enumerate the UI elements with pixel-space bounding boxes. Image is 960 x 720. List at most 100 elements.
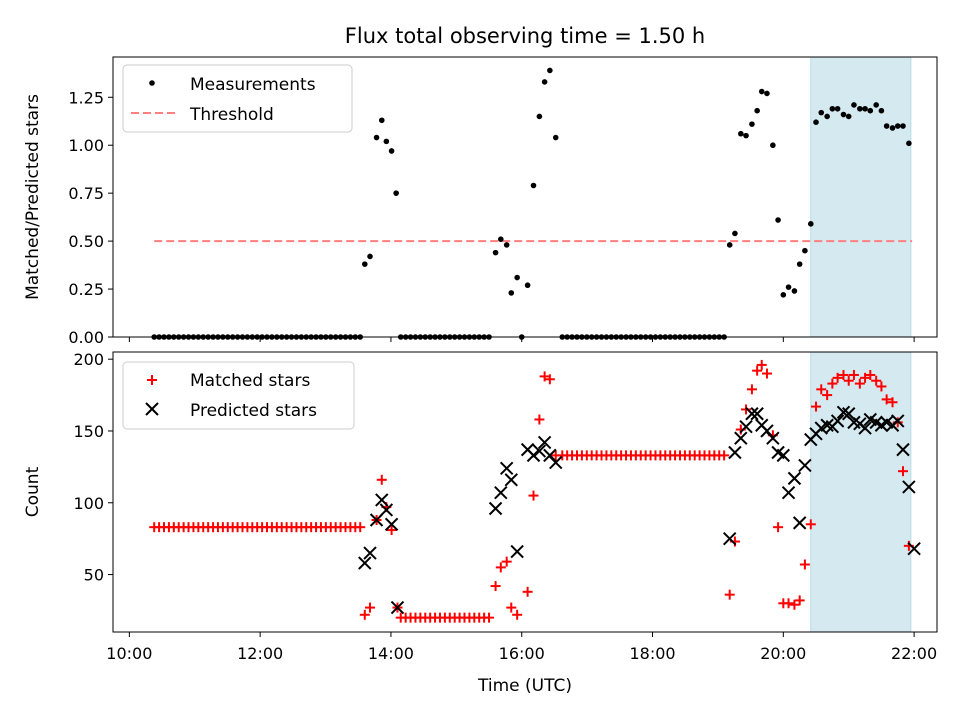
predicted-stars-point [526, 448, 541, 463]
matched-stars-point [501, 556, 512, 567]
measurements-point [393, 190, 399, 196]
measurements-point [780, 292, 787, 298]
bottom-legend-box [122, 361, 355, 430]
matched-stars-point [756, 359, 767, 370]
measurements-point [889, 125, 896, 131]
predicted-stars-point [766, 431, 780, 445]
measurements-point [878, 107, 885, 114]
measurements-point [726, 242, 733, 248]
matched-stars-point [484, 612, 495, 623]
measurements-point [775, 217, 781, 223]
measurements-point [873, 102, 879, 108]
matched-stars-point [827, 378, 838, 389]
measurements-point [743, 132, 749, 139]
legend-measurements: Measurements [190, 75, 316, 95]
measurements-point [498, 236, 504, 242]
predicted-stars-point [384, 517, 399, 532]
measurements-point [883, 123, 890, 129]
measurements-point [840, 111, 847, 118]
matched-stars-point [512, 609, 523, 620]
predicted-stars-point [787, 471, 802, 486]
bottom-panel: 50 100 150 200 10:00 12:00 14:00 16:00 18:00 20:… [23, 350, 938, 696]
matched-stars-point [376, 474, 387, 485]
matched-stars-point [724, 589, 735, 600]
matched-stars-point [522, 586, 533, 597]
measurements-point [845, 113, 852, 120]
predicted-stars-point [745, 407, 759, 421]
matched-stars-point [355, 522, 366, 533]
highlight-span [810, 56, 912, 338]
measurements-point [749, 121, 755, 127]
top-legend[interactable]: Measurements Threshold [122, 64, 353, 133]
bottom-y-axis-label: Count [23, 466, 43, 517]
measurements-point [791, 288, 798, 294]
predicted-stars-point [390, 600, 405, 615]
measurements-point [732, 230, 738, 237]
y-tick-label: 0.75 [68, 184, 104, 203]
matched-stars-point [794, 595, 805, 606]
measurements-point [813, 119, 819, 126]
measurements-point [867, 107, 874, 114]
measurements-point [383, 138, 390, 145]
matched-stars-point [534, 414, 545, 425]
measurements-point [503, 242, 510, 248]
predicted-stars-point [488, 501, 503, 516]
measurements-point [378, 117, 385, 124]
x-tick-label: 22:00 [891, 644, 937, 663]
measurements-legend-marker [149, 80, 155, 86]
matched-stars-point [789, 599, 800, 610]
predicted-stars-point [750, 407, 764, 421]
measurements-point [373, 134, 380, 141]
matched-stars-point [881, 394, 892, 405]
top-panel-frame [112, 56, 938, 338]
measurements-point [802, 247, 808, 254]
y-tick-label: 50 [84, 566, 104, 585]
matched-stars-point [865, 369, 876, 380]
measurements-point [857, 105, 863, 112]
matched-stars-point [359, 609, 370, 620]
y-tick-label: 0.00 [68, 328, 104, 347]
measurements-point [785, 284, 792, 290]
predicted-stars-point [734, 431, 748, 445]
measurements-point [862, 105, 868, 112]
measurements-point [541, 79, 548, 85]
measurements-point [900, 123, 906, 129]
matched-stars-point [805, 519, 816, 530]
y-tick-label: 200 [73, 350, 104, 369]
predicted-stars-point [722, 531, 737, 546]
predicted-stars-point [510, 544, 524, 559]
matched-stars-point [544, 374, 555, 385]
bottom-legend[interactable]: Matched stars Predicted stars [122, 361, 355, 430]
measurements-point [770, 142, 776, 149]
predicted-stars-point [842, 407, 856, 421]
y-tick-label: 0.50 [68, 232, 104, 251]
measurements-point [524, 282, 531, 289]
predicted-stars-point [896, 442, 910, 457]
matched-stars-point [741, 404, 752, 415]
measurements-point [367, 253, 373, 260]
legend-threshold: Threshold [189, 105, 274, 125]
chart-title: Flux total observing time = 1.50 h [345, 24, 705, 48]
measurements-point [492, 249, 499, 256]
matched-stars-point [506, 602, 517, 613]
matched-stars-point [832, 372, 843, 383]
x-tick-label: 12:00 [237, 644, 283, 663]
matched-stars-point [773, 522, 784, 533]
predicted-stars-point [776, 448, 791, 463]
predicted-stars-point [728, 445, 742, 460]
measurements-point [764, 90, 770, 97]
matched-stars-point [816, 384, 827, 395]
y-tick-label: 100 [73, 494, 104, 513]
matched-legend-marker [147, 375, 157, 385]
measurements-point [834, 105, 841, 112]
matched-stars-point [843, 375, 854, 386]
matched-stars-point [811, 401, 822, 412]
measurements-point [738, 130, 744, 137]
predicted-stars-point [499, 461, 514, 476]
matched-stars-point [719, 450, 730, 461]
measurements-point [851, 102, 857, 108]
matched-stars-point [783, 598, 794, 609]
matched-stars-point [539, 371, 550, 382]
highlight-span [810, 351, 912, 633]
predicted-stars-point [379, 503, 394, 517]
